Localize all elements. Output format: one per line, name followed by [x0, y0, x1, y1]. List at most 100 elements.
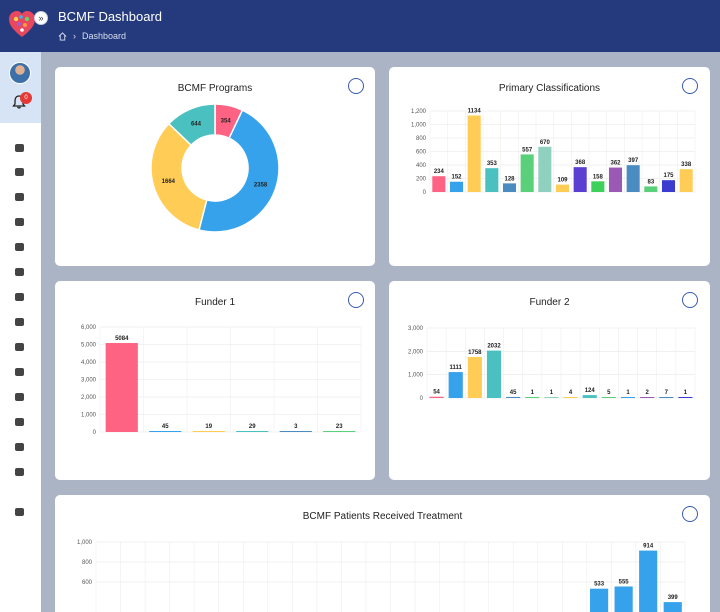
sidebar-profile-panel: 0 [0, 52, 41, 123]
y-tick-label: 3,000 [408, 326, 424, 332]
settings-icon[interactable] [13, 505, 27, 519]
data-label: 83 [647, 179, 654, 185]
data-label: 1 [684, 390, 688, 396]
y-tick-label: 1,200 [411, 109, 427, 115]
syringe-icon[interactable] [13, 265, 27, 279]
bar [323, 431, 356, 432]
documents-icon[interactable] [13, 240, 27, 254]
data-label: 124 [585, 388, 596, 394]
heart-logo-icon[interactable] [8, 10, 36, 40]
hand-heart-icon[interactable] [13, 440, 27, 454]
bar [590, 588, 609, 612]
y-tick-label: 800 [82, 560, 93, 566]
y-tick-label: 1,000 [411, 123, 427, 129]
data-label: 362 [610, 161, 621, 167]
y-tick-label: 1,000 [81, 413, 97, 419]
bar [279, 431, 312, 432]
y-tick-label: 5,000 [81, 343, 97, 349]
data-label: 1111 [450, 365, 463, 371]
data-label: 557 [522, 147, 533, 153]
data-label: 555 [619, 580, 630, 586]
app-title: BCMF Dashboard [58, 9, 163, 24]
data-label: 128 [504, 176, 515, 182]
data-label: 2358 [254, 183, 268, 189]
bank-icon[interactable] [13, 390, 27, 404]
data-label: 353 [487, 161, 498, 167]
y-tick-label: 0 [93, 430, 97, 436]
export-icon[interactable] [682, 292, 698, 308]
data-label: 54 [433, 390, 440, 396]
y-tick-label: 2,000 [408, 349, 424, 355]
data-label: 109 [557, 178, 568, 184]
data-label: 397 [628, 158, 639, 164]
data-label: 1 [626, 390, 630, 396]
pie-slice [150, 122, 208, 231]
bar [639, 550, 658, 612]
breadcrumb-current[interactable]: Dashboard [82, 31, 127, 41]
truck-icon[interactable] [13, 315, 27, 329]
bar [591, 181, 605, 192]
home-icon[interactable] [13, 141, 27, 155]
data-label: 19 [205, 424, 212, 430]
data-label: 4 [569, 390, 573, 396]
data-label: 234 [434, 169, 445, 175]
data-label: 7 [665, 390, 669, 396]
fire-icon[interactable] [13, 415, 27, 429]
y-tick-label: 200 [416, 177, 427, 183]
y-tick-label: 0 [423, 190, 427, 196]
bar-chart: 0 1,000 2,000 3,000 54 1111 1758 2032 45 1 1 4 124 5 1… [408, 326, 696, 402]
card-funder-1: Funder 1 0 1,000 2,000 3,000 4,000 5,000 6,000… [55, 281, 375, 480]
wheelchair-icon[interactable] [13, 190, 27, 204]
data-label: 670 [540, 140, 551, 146]
chart-title: BCMF Programs [177, 83, 253, 94]
chevron-right-icon: › [73, 31, 76, 41]
bar [626, 165, 640, 192]
bar [449, 181, 464, 192]
bar [192, 431, 225, 432]
eye-icon[interactable] [13, 215, 27, 229]
data-label: 158 [593, 174, 604, 180]
bar [105, 343, 138, 432]
data-label: 5 [607, 390, 611, 396]
users-icon[interactable] [13, 465, 27, 479]
y-tick-label: 4,000 [81, 360, 97, 366]
y-tick-label: 600 [82, 580, 93, 586]
bar [659, 397, 674, 398]
pie-slice [198, 109, 280, 233]
edit-icon[interactable] [13, 365, 27, 379]
data-label: 152 [451, 175, 462, 181]
data-label: 45 [162, 424, 169, 430]
y-tick-label: 2,000 [81, 395, 97, 401]
bar [555, 184, 570, 192]
bar [608, 167, 623, 192]
breadcrumb: › Dashboard [58, 31, 126, 41]
home-breadcrumb-icon[interactable] [58, 31, 67, 41]
export-icon[interactable] [682, 506, 698, 522]
export-icon[interactable] [348, 292, 364, 308]
sidebar-expand-button[interactable]: » [34, 11, 48, 25]
data-label: 175 [663, 173, 674, 179]
card-patients-received-treatment: BCMF Patients Received Treatment 600 800 1… [55, 495, 710, 612]
y-tick-label: 600 [416, 150, 427, 156]
avatar[interactable] [9, 62, 31, 84]
data-label: 399 [668, 595, 679, 601]
bar [467, 356, 482, 398]
data-label: 29 [249, 424, 256, 430]
chart-title: Funder 1 [194, 297, 236, 308]
hospital-bed-icon[interactable] [13, 165, 27, 179]
bar-chart: 0 200 400 600 800 1,000 1,200 234 152 1134 353 128 5… [411, 108, 696, 196]
bar [525, 397, 540, 398]
export-icon[interactable] [682, 78, 698, 94]
export-icon[interactable] [348, 78, 364, 94]
monitor-icon[interactable] [13, 340, 27, 354]
data-label: 2 [645, 390, 649, 396]
y-tick-label: 6,000 [81, 325, 97, 331]
bar-chart: 600 800 1,000 533 555 914 399 [77, 540, 686, 612]
data-label: 2032 [487, 344, 501, 350]
y-tick-label: 0 [420, 396, 424, 402]
person-icon[interactable] [13, 290, 27, 304]
bar-chart: 0 1,000 2,000 3,000 4,000 5,000 6,000 5084 45 19 2… [81, 325, 362, 436]
data-label: 644 [191, 121, 202, 127]
bar [485, 168, 499, 192]
data-label: 533 [594, 582, 605, 588]
